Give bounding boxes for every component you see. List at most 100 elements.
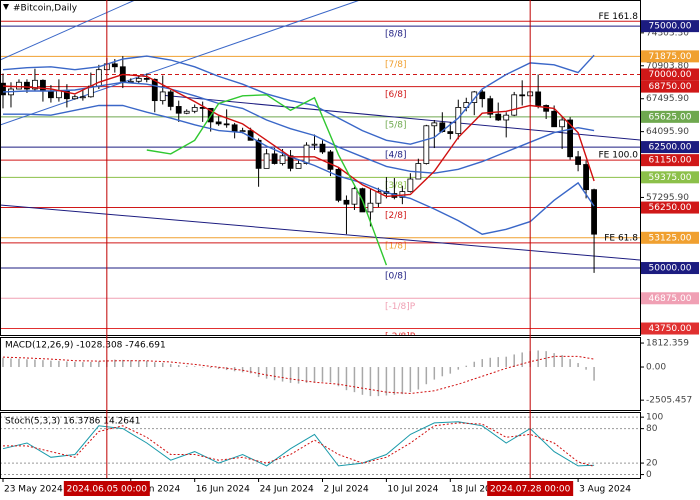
macd-bar <box>497 357 499 368</box>
level-label-bg <box>641 171 699 184</box>
level-label-bg <box>641 262 699 275</box>
candle-body <box>447 131 454 134</box>
macd-bar <box>569 359 571 368</box>
candle-body <box>319 143 326 153</box>
level-label: 46875.00 <box>649 294 692 304</box>
macd-signal <box>2 355 595 395</box>
candle-body <box>519 94 526 97</box>
macd-bar <box>465 365 468 368</box>
stoch-d <box>3 422 595 467</box>
candle-body <box>311 143 318 146</box>
macd-bar <box>345 367 348 391</box>
candle-body <box>511 94 518 116</box>
markers: 2024.06.05 00:00 2024.07.28 00:00 <box>63 0 574 496</box>
macd-bar <box>130 360 132 368</box>
candle-body <box>56 90 62 99</box>
y-tick-label: 67495.90 <box>646 94 689 104</box>
macd-bar <box>34 359 36 368</box>
candle-body <box>191 107 198 112</box>
macd-bar <box>337 367 340 387</box>
macd-bar <box>265 367 268 379</box>
marker-label-bg <box>487 481 574 496</box>
y-tick-label: 74303.30 <box>646 28 689 38</box>
murrey-label: [4/8] <box>385 151 407 161</box>
macd-bar <box>361 367 364 395</box>
candle-body <box>455 107 462 134</box>
macd-bar <box>169 364 172 368</box>
macd-bar <box>409 367 412 393</box>
stoch-plot <box>0 416 640 476</box>
level-label: 68750.00 <box>649 82 692 92</box>
candle-body <box>32 79 38 90</box>
overlays <box>2 54 595 266</box>
candle-body <box>591 189 597 235</box>
level-label: 59375.00 <box>649 173 692 183</box>
macd-bar <box>561 355 563 368</box>
level-label-bg <box>641 201 699 214</box>
level-label: 50000.00 <box>649 264 692 274</box>
macd-bar <box>289 367 292 383</box>
y-tick-label: 1812.359 <box>646 339 689 349</box>
candle-body <box>495 113 502 121</box>
murrey-label: [5/8] <box>385 120 407 130</box>
candle-body <box>183 110 190 114</box>
murrey-label: [8/8] <box>385 30 407 40</box>
candle-body <box>503 114 510 121</box>
macd-bar <box>321 367 324 382</box>
y-tick-label: 57295.90 <box>646 193 689 203</box>
macd-bar <box>369 367 372 397</box>
candle-body <box>567 119 574 158</box>
macd-bar <box>393 367 396 395</box>
candle-body <box>263 153 270 169</box>
candle-body <box>255 139 262 169</box>
macd-bar <box>18 358 20 368</box>
macd-bar <box>193 366 196 368</box>
candle-body <box>111 63 118 68</box>
level-label: 43750.00 <box>649 324 692 334</box>
macd-bar <box>313 367 316 383</box>
murrey-label: [0/8] <box>385 272 407 282</box>
candle-body <box>135 77 142 82</box>
macd-bar <box>74 361 76 368</box>
macd-title: MACD(12,26,9) -1028.308 -746.691 <box>5 341 166 351</box>
macd-bar <box>281 367 284 382</box>
x-tick-label: 10 Jul 2024 <box>387 485 438 495</box>
macd-bar <box>401 367 404 395</box>
candle-body <box>24 81 30 90</box>
panel-border <box>0 0 641 336</box>
candle-body <box>143 77 150 80</box>
level-label: 62500.00 <box>649 143 692 153</box>
macd-bar <box>138 360 140 368</box>
trend-line <box>159 94 640 141</box>
macd-bar <box>521 352 523 368</box>
macd-bar <box>161 362 164 368</box>
macd-bar <box>441 367 444 377</box>
macd-bar <box>425 367 428 385</box>
stoch-title: Stoch(5,3,3) 16.3786 14.2641 <box>5 417 140 427</box>
candle-body <box>271 153 278 164</box>
candle-body <box>0 82 6 96</box>
murrey-label: [7/8] <box>385 60 407 70</box>
candle-body <box>423 125 430 164</box>
level-label: 71875.00 <box>649 52 692 62</box>
candle-body <box>327 151 334 170</box>
candle-body <box>351 188 358 205</box>
candle-body <box>16 81 22 90</box>
macd-bar <box>377 367 380 397</box>
candle-body <box>279 155 286 164</box>
macd-bar <box>2 357 4 368</box>
candle-body <box>575 156 581 165</box>
candle-body <box>559 119 566 128</box>
fe-label: FE 61.8 <box>604 233 638 243</box>
fe-label: FE 100.0 <box>599 151 639 161</box>
x-tick-label: 8 Jun 2024 <box>132 485 181 495</box>
level-label-bg <box>641 154 699 167</box>
candle-body <box>375 191 382 204</box>
candle-body <box>303 144 310 164</box>
candle-body <box>239 130 246 133</box>
y-tick-label: 0 <box>646 470 652 480</box>
murrey-label: [6/8] <box>385 90 407 100</box>
candle-body <box>215 121 222 125</box>
candle-body <box>223 123 230 126</box>
